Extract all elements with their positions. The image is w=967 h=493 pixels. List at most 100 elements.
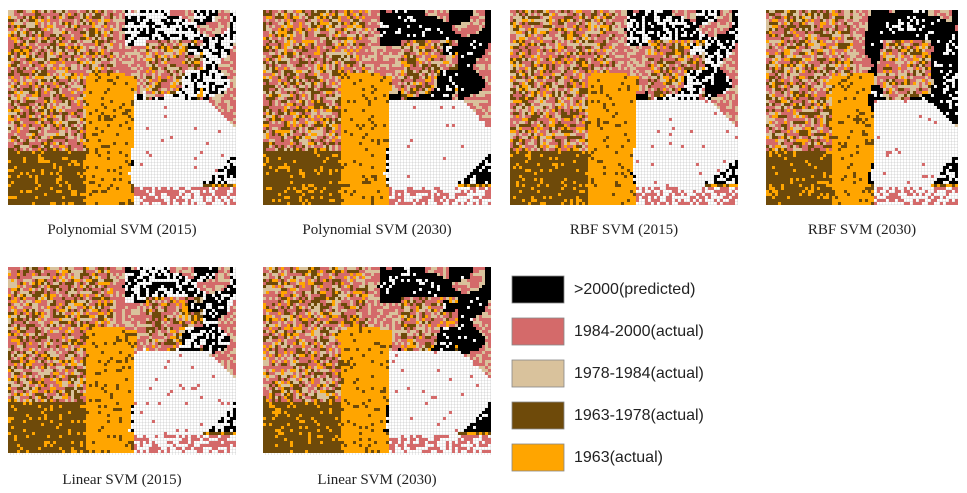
map-cell	[170, 70, 173, 73]
map-cell	[510, 61, 513, 64]
map-cell	[510, 34, 516, 37]
map-cell	[534, 34, 537, 37]
map-cell	[59, 85, 62, 88]
map-cell	[110, 28, 113, 31]
map-cell	[74, 79, 77, 82]
map-cell	[729, 70, 732, 73]
map-cell	[83, 166, 86, 169]
map-cell	[20, 82, 23, 85]
map-cell	[164, 70, 167, 73]
map-cell	[552, 40, 555, 43]
map-cell	[633, 10, 639, 13]
map-cell	[92, 19, 98, 22]
map-cell	[413, 106, 416, 109]
map-cell	[284, 133, 287, 136]
map-cell	[428, 43, 431, 46]
map-cell	[416, 64, 419, 67]
map-cell	[56, 142, 59, 145]
map-cell	[419, 58, 425, 61]
map-cell	[17, 82, 20, 85]
map-cell	[549, 13, 552, 16]
map-cell	[98, 154, 101, 157]
map-cell	[56, 121, 59, 124]
map-cell	[579, 70, 585, 73]
map-cell	[732, 25, 738, 28]
map-cell	[104, 25, 107, 28]
map-cell	[317, 64, 320, 67]
map-cell	[194, 10, 197, 13]
map-cell	[263, 160, 266, 163]
map-cell	[128, 181, 131, 184]
map-cell	[59, 64, 65, 67]
map-cell	[452, 40, 455, 43]
map-cell	[74, 49, 77, 52]
map-cell	[356, 43, 359, 46]
map-cell	[729, 28, 735, 31]
map-cell	[510, 49, 513, 52]
map-cell	[555, 43, 558, 46]
map-cell	[83, 64, 86, 67]
map-cell	[47, 61, 50, 64]
map-cell	[230, 79, 236, 82]
map-cell	[446, 58, 452, 61]
map-cell	[311, 139, 314, 142]
map-cell	[263, 124, 269, 127]
map-cell	[86, 196, 134, 199]
map-cell	[71, 88, 77, 91]
map-cell	[380, 139, 383, 142]
map-cell	[194, 82, 197, 85]
map-cell	[158, 49, 161, 52]
map-cell	[567, 67, 570, 70]
map-cell	[200, 64, 203, 67]
map-cell	[68, 16, 74, 19]
map-cell	[17, 118, 20, 121]
map-cell	[485, 19, 491, 22]
map-cell	[65, 106, 71, 109]
map-cell	[158, 40, 161, 43]
map-cell	[386, 124, 389, 127]
map-cell	[341, 34, 347, 37]
map-cell	[440, 49, 443, 52]
map-cell	[164, 22, 176, 25]
map-cell	[458, 61, 476, 64]
map-cell	[293, 103, 296, 106]
map-cell	[272, 121, 275, 124]
map-cell	[531, 10, 534, 13]
map-cell	[98, 70, 101, 73]
map-cell	[287, 25, 293, 28]
map-cell	[473, 190, 476, 193]
map-cell	[473, 196, 479, 199]
map-cell	[452, 61, 458, 64]
map-cell	[371, 58, 374, 61]
map-cell	[158, 64, 167, 67]
map-cell	[203, 97, 209, 100]
map-cell	[633, 64, 636, 67]
map-cell	[588, 58, 591, 61]
map-cell	[332, 85, 338, 88]
map-cell	[564, 22, 567, 25]
map-cell	[543, 64, 546, 67]
map-cell	[332, 64, 335, 67]
map-cell	[59, 82, 65, 85]
map-cell	[314, 169, 317, 172]
map-cell	[314, 70, 320, 73]
map-cell	[398, 73, 401, 76]
map-cell	[92, 91, 104, 94]
map-cell	[540, 70, 543, 73]
map-cell	[206, 67, 212, 70]
map-cell	[329, 64, 332, 67]
map-cell	[47, 91, 50, 94]
map-cell	[485, 193, 491, 196]
map-cell	[446, 64, 449, 67]
map-cell	[179, 46, 182, 49]
map-cell	[278, 148, 284, 151]
map-cell	[71, 25, 74, 28]
map-cell	[71, 127, 77, 130]
map-cell	[11, 34, 14, 37]
map-cell	[341, 82, 353, 85]
map-cell	[50, 61, 56, 64]
map-cell	[287, 10, 293, 13]
map-cell	[425, 34, 461, 37]
map-cell	[591, 37, 594, 40]
map-cell	[98, 10, 101, 13]
